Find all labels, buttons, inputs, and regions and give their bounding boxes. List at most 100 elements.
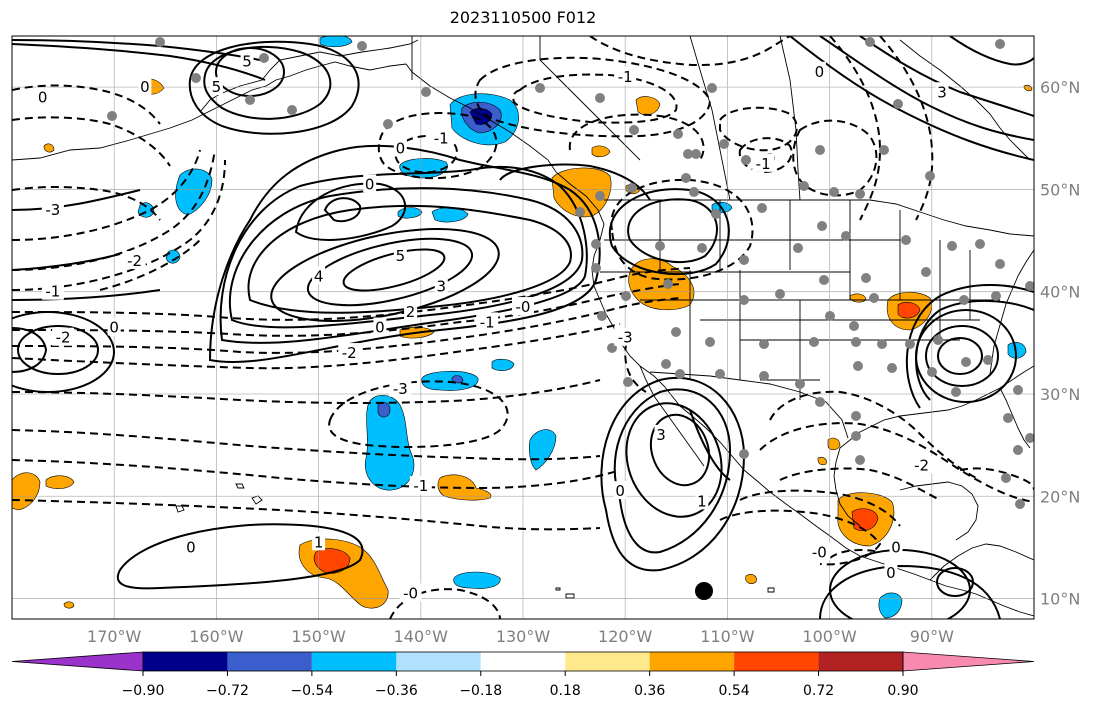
contour-label: -3 xyxy=(393,380,408,398)
contour-label: -0 xyxy=(516,298,531,316)
contour-label: -1 xyxy=(618,68,633,86)
contour-label-bg xyxy=(695,491,709,510)
contour-label-bg xyxy=(910,455,933,474)
colorbar xyxy=(11,651,1035,672)
colorbar-min-extend xyxy=(11,651,144,672)
colorbar-outline xyxy=(142,651,904,672)
contour-label: -1 xyxy=(756,155,771,173)
contour-label-bg xyxy=(41,199,64,218)
contour-label: -2 xyxy=(914,457,929,475)
contour-label-bg xyxy=(752,153,775,172)
contour-label-bg xyxy=(123,251,146,270)
colorbar-segment xyxy=(396,652,481,671)
contour-label-bg xyxy=(138,77,152,96)
contour-label-bg xyxy=(409,476,432,495)
contour-label-bg xyxy=(36,87,50,106)
longitude-label: 100°W xyxy=(802,627,857,646)
map-title: 2023110500 F012 xyxy=(449,8,597,27)
contour-label-bg xyxy=(312,266,326,285)
contour-label-bg xyxy=(41,281,64,300)
observation-dots xyxy=(107,37,1034,509)
contour-label-bg xyxy=(808,542,831,561)
colorbar-tick-label: 0.18 xyxy=(550,683,581,699)
colorbar-segment xyxy=(227,652,312,671)
contour-label: -1 xyxy=(480,313,495,331)
latitude-label: 40°N xyxy=(1040,283,1080,302)
contour-label: 1 xyxy=(697,492,707,510)
contour-label-bg xyxy=(393,138,407,157)
longitude-label: 140°W xyxy=(394,627,449,646)
contour-label: 1 xyxy=(314,533,324,551)
contour-label: -2 xyxy=(127,252,142,270)
contour-label: 3 xyxy=(656,426,666,444)
contour-label: 5 xyxy=(212,78,222,96)
contour-label: 0 xyxy=(38,88,48,106)
contour-label-bg xyxy=(654,424,668,443)
contour-label: -2 xyxy=(342,344,357,362)
contour-label-bg xyxy=(889,537,903,556)
colorbar-segment xyxy=(734,652,819,671)
colorbar-tick-label: −0.18 xyxy=(459,683,502,699)
contour-label-bg xyxy=(312,532,326,551)
colorbar-tick-label: −0.36 xyxy=(375,683,418,699)
latitude-label: 10°N xyxy=(1040,590,1080,609)
colorbar-tick-label: −0.54 xyxy=(290,683,333,699)
longitude-label: 130°W xyxy=(496,627,551,646)
colorbar-segment xyxy=(565,652,650,671)
colorbar-segment xyxy=(143,652,228,671)
colorbar-tick-label: −0.90 xyxy=(122,683,165,699)
contour-label-bg xyxy=(240,51,254,70)
contour-label: 0 xyxy=(886,564,896,582)
contour-label-bg xyxy=(209,77,223,96)
contour-label-bg xyxy=(812,61,826,80)
contour-label-bg xyxy=(389,378,412,397)
contour-label-bg xyxy=(399,583,422,602)
colorbar-segment xyxy=(311,652,397,671)
longitude-label: 160°W xyxy=(189,627,244,646)
contour-label-bg xyxy=(363,174,377,193)
longitude-label: 170°W xyxy=(87,627,142,646)
longitude-tick-labels: 170°W 160°W 150°W 140°W 130°W 120°W 110°W 100°W… xyxy=(87,627,954,646)
contour-label-bg xyxy=(393,245,407,264)
colorbar-segment xyxy=(480,652,566,671)
contour-label: -1 xyxy=(45,283,60,301)
contour-label-bg xyxy=(614,327,637,346)
contour-label: 5 xyxy=(242,53,252,71)
contour-label: 0 xyxy=(365,175,375,193)
contour-label: -2 xyxy=(56,329,71,347)
contour-label-bg xyxy=(884,562,898,581)
contour-label: 3 xyxy=(937,83,947,101)
contour-label-bg xyxy=(52,327,75,346)
latitude-label: 60°N xyxy=(1040,78,1080,97)
longitude-label: 120°W xyxy=(598,627,653,646)
contour-label: 2 xyxy=(406,303,416,321)
map-frame xyxy=(11,35,1035,620)
contour-label: 0 xyxy=(109,319,119,337)
contour-label: 0 xyxy=(815,63,825,81)
contour-label: -3 xyxy=(45,201,60,219)
contour-label-bg xyxy=(184,537,198,556)
contour-label: 0 xyxy=(891,538,901,556)
colorbar-tick-label: 0.90 xyxy=(887,683,918,699)
contour-label: 0 xyxy=(375,319,385,337)
contour-label-bg xyxy=(338,343,361,362)
contour-label: -0 xyxy=(403,584,418,602)
black-marker-dot xyxy=(695,582,713,600)
longitude-label: 110°W xyxy=(700,627,755,646)
contour-label: 0 xyxy=(186,538,196,556)
contour-label: 4 xyxy=(314,267,324,285)
contour-label-bg xyxy=(373,317,387,336)
contour-label: 0 xyxy=(140,78,150,96)
contour-label-bg xyxy=(512,297,534,316)
contour-label: 3 xyxy=(436,278,446,296)
contour-label-bg xyxy=(476,312,499,331)
colorbar-max-extend xyxy=(902,651,1035,672)
contour-label-bg xyxy=(107,317,121,336)
contour-label-bg xyxy=(613,481,627,500)
longitude-label: 150°W xyxy=(291,627,346,646)
contour-label: -1 xyxy=(434,129,449,147)
contour-label: 5 xyxy=(396,247,406,265)
contour-label-bg xyxy=(430,128,453,147)
colorbar-segment xyxy=(649,652,735,671)
contour-label-bg xyxy=(404,302,418,321)
